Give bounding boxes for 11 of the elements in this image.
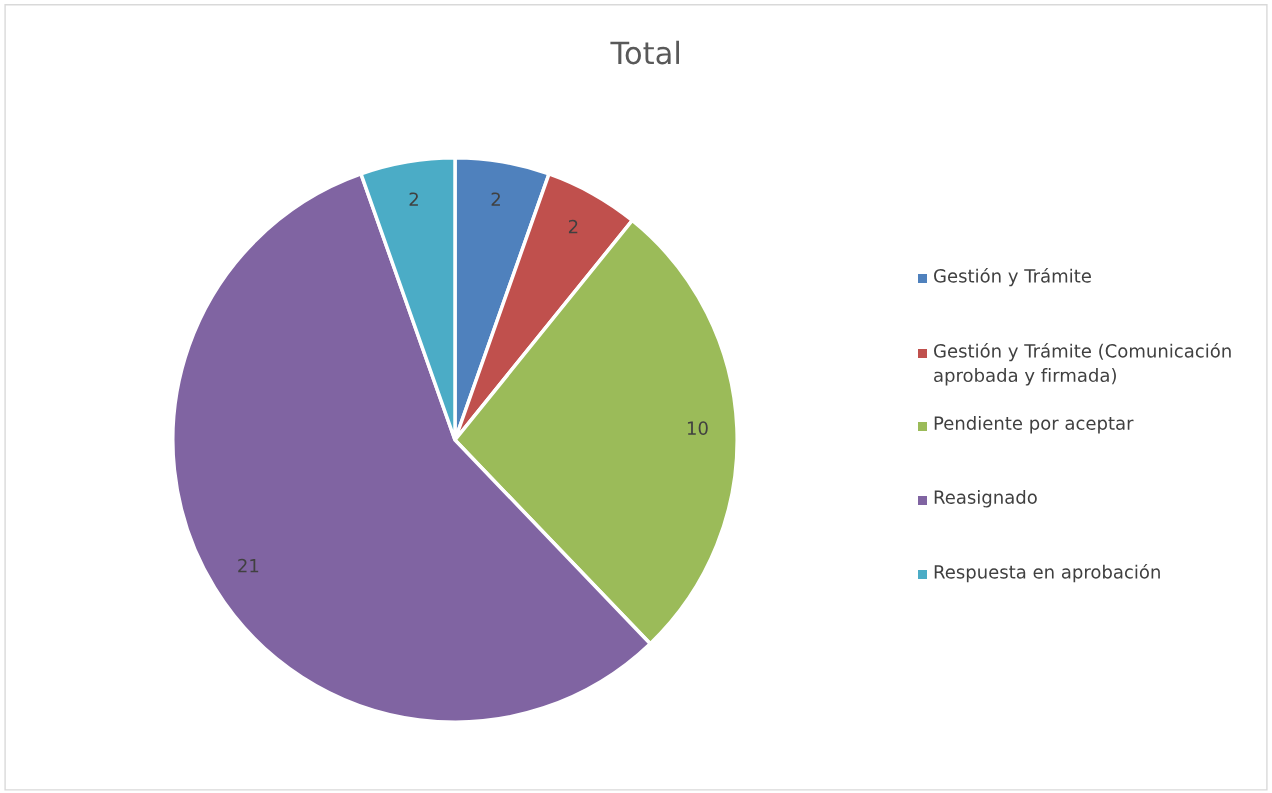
legend-label: Gestión y Trámite (Comunicación aprobada y firmada) — [934, 343, 1231, 386]
data-label: 2 — [409, 192, 418, 206]
legend-label: Reasignado — [934, 490, 1037, 508]
legend-label: Pendiente por aceptar — [934, 416, 1134, 434]
data-label: 2 — [491, 192, 500, 206]
data-label: 21 — [238, 558, 259, 573]
data-label: 2 — [568, 219, 578, 234]
legend-label: Gestión y Trámite — [934, 268, 1091, 287]
legend-label: Respuesta en aprobación — [934, 564, 1160, 583]
data-label: 10 — [687, 421, 708, 435]
chart-title: Total — [610, 40, 679, 65]
